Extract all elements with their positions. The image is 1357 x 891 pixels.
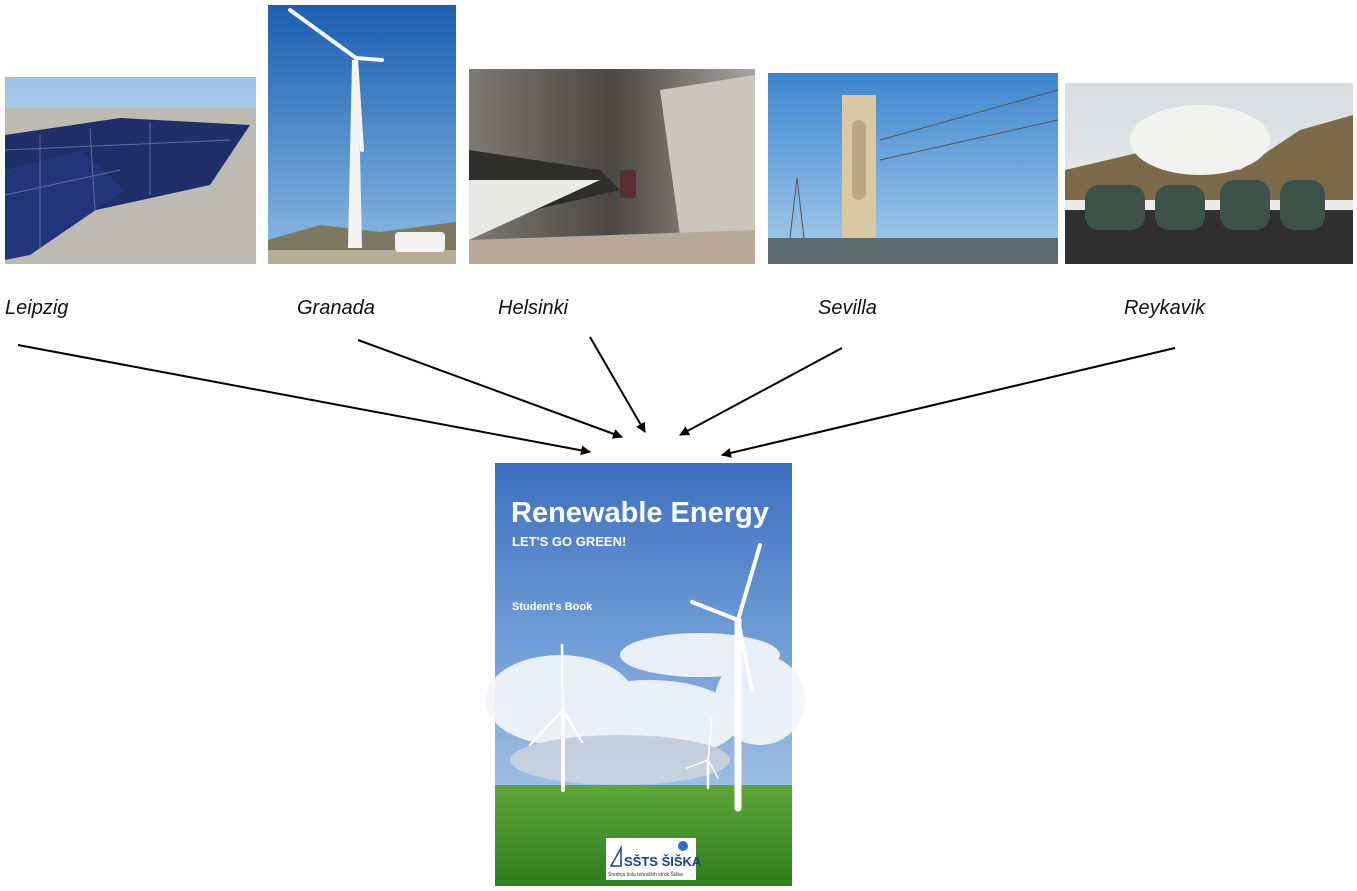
book-cover: Renewable Energy LET'S GO GREEN! Student… [485, 463, 805, 886]
photo-wind-turbine [268, 5, 456, 264]
city-label: Leipzig [5, 297, 68, 319]
photo-geothermal [1065, 83, 1353, 264]
city-label: Granada [297, 297, 375, 319]
cover-subtitle: LET'S GO GREEN! [512, 534, 626, 549]
cover-edition: Student's Book [512, 601, 593, 613]
city-label: Helsinki [498, 297, 569, 319]
arrow [680, 348, 842, 435]
cover-title: Renewable Energy [511, 497, 769, 529]
city-label: Sevilla [818, 297, 877, 319]
arrows [18, 337, 1175, 455]
diagram: Leipzig Granada Helsinki Sevilla Reykavi… [0, 0, 1357, 886]
photo-solar-tower [768, 73, 1058, 264]
school-name: Srednja šola tehniških strok Šiška [608, 871, 683, 878]
arrow [18, 345, 590, 452]
photo-solar [5, 77, 256, 264]
city-label: Reykavik [1124, 297, 1206, 319]
photo-tunnel [469, 69, 755, 264]
logo-text: SŠTS ŠIŠKA [624, 854, 702, 869]
arrow [722, 348, 1175, 455]
arrow [358, 340, 622, 437]
arrow [590, 337, 645, 432]
